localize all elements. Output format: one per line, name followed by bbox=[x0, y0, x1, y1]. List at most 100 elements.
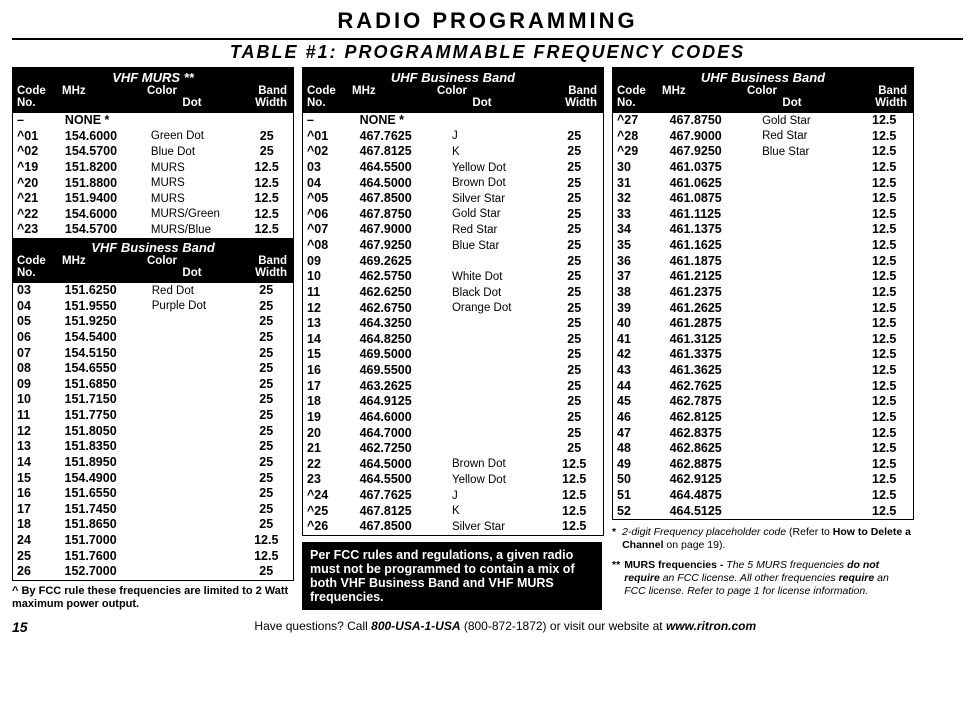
table-row: ^23154.5700MURS/Blue12.5 bbox=[13, 222, 293, 238]
cell-color bbox=[758, 363, 855, 379]
cell-mhz: 467.9250 bbox=[666, 144, 758, 160]
cell-color: MURS/Blue bbox=[147, 222, 241, 238]
cell-color: Yellow Dot bbox=[448, 472, 545, 488]
cell-code: 18 bbox=[303, 394, 356, 410]
cell-bw: 12.5 bbox=[240, 222, 293, 238]
cell-code: ^24 bbox=[303, 488, 356, 504]
hdr-color: Color bbox=[147, 85, 237, 97]
cell-color bbox=[758, 285, 855, 301]
table-row: 18151.865025 bbox=[13, 517, 293, 533]
cell-bw: 25 bbox=[545, 379, 603, 395]
cell-bw: 12.5 bbox=[240, 207, 293, 223]
uhf-bus-table-2: UHF Business Band Code MHz Color Band No… bbox=[612, 67, 914, 520]
cell-mhz: 462.9125 bbox=[666, 472, 758, 488]
cell-code: 50 bbox=[613, 472, 666, 488]
cell-bw: 12.5 bbox=[855, 176, 913, 192]
cell-mhz: 461.1125 bbox=[666, 207, 758, 223]
cell-bw: 25 bbox=[545, 269, 603, 285]
cell-bw: 12.5 bbox=[855, 191, 913, 207]
cell-mhz: 151.7450 bbox=[61, 502, 148, 518]
cell-color bbox=[448, 254, 545, 270]
cell-color bbox=[758, 222, 855, 238]
cell-bw: 25 bbox=[239, 314, 293, 330]
table-row: 03464.5500Yellow Dot25 bbox=[303, 160, 603, 176]
cell-color bbox=[148, 392, 240, 408]
cell-code: ^06 bbox=[303, 207, 356, 223]
cell-color bbox=[758, 207, 855, 223]
cell-mhz: 467.7625 bbox=[356, 129, 448, 145]
cell-mhz: 464.7000 bbox=[356, 426, 448, 442]
table-row: ^24467.7625J12.5 bbox=[303, 488, 603, 504]
cell-mhz: 464.8250 bbox=[356, 332, 448, 348]
cell-code: 23 bbox=[303, 472, 356, 488]
cell-bw: 12.5 bbox=[855, 129, 913, 145]
cell-bw: 12.5 bbox=[855, 363, 913, 379]
table-row: 13151.835025 bbox=[13, 439, 293, 455]
cell-bw: 25 bbox=[545, 176, 603, 192]
cell-bw: 25 bbox=[545, 238, 603, 254]
cell-code: 42 bbox=[613, 347, 666, 363]
cell-code: 48 bbox=[613, 441, 666, 457]
table-row: 30461.037512.5 bbox=[613, 160, 913, 176]
cell-mhz: 461.2125 bbox=[666, 269, 758, 285]
table-row: 37461.212512.5 bbox=[613, 269, 913, 285]
table-row: 08154.655025 bbox=[13, 361, 293, 377]
cell-bw: 25 bbox=[545, 332, 603, 348]
cell-code: 13 bbox=[303, 316, 356, 332]
cell-color bbox=[148, 549, 240, 565]
table-row: 40461.287512.5 bbox=[613, 316, 913, 332]
cell-bw: 25 bbox=[239, 517, 293, 533]
table-row: ^27467.8750Gold Star12.5 bbox=[613, 113, 913, 129]
cell-code: ^23 bbox=[13, 222, 61, 238]
table-row: ^02467.8125K25 bbox=[303, 144, 603, 160]
cell-code: 04 bbox=[303, 176, 356, 192]
table-d-body: ^27467.8750Gold Star12.5^28467.9000Red S… bbox=[613, 113, 913, 519]
cell-code: ^25 bbox=[303, 504, 356, 520]
cell-color: K bbox=[448, 504, 545, 520]
cell-color bbox=[758, 347, 855, 363]
cell-mhz: NONE * bbox=[356, 113, 448, 129]
cell-mhz: 462.8375 bbox=[666, 426, 758, 442]
cell-bw: 25 bbox=[545, 441, 603, 457]
cell-code: ^01 bbox=[303, 129, 356, 145]
table-row: ^25467.8125K12.5 bbox=[303, 504, 603, 520]
table-row: 09469.262525 bbox=[303, 254, 603, 270]
cell-bw: 25 bbox=[239, 471, 293, 487]
cell-color bbox=[758, 457, 855, 473]
cell-code: 05 bbox=[13, 314, 61, 330]
cell-code: 14 bbox=[13, 455, 61, 471]
cell-code: 12 bbox=[303, 301, 356, 317]
cell-mhz: 151.8650 bbox=[61, 517, 148, 533]
cell-color: Blue Star bbox=[448, 238, 545, 254]
cell-code: 14 bbox=[303, 332, 356, 348]
cell-mhz: 462.8875 bbox=[666, 457, 758, 473]
hdr-bw: Band bbox=[237, 85, 289, 97]
cell-code: 11 bbox=[13, 408, 61, 424]
cell-mhz: 467.8750 bbox=[356, 207, 448, 223]
cell-mhz: 464.5000 bbox=[356, 176, 448, 192]
cell-mhz: 462.8125 bbox=[666, 410, 758, 426]
cell-color bbox=[448, 410, 545, 426]
cell-mhz: 461.1375 bbox=[666, 222, 758, 238]
caret-footnote: ^ By FCC rule these frequencies are limi… bbox=[12, 585, 292, 611]
cell-color: Silver Star bbox=[448, 191, 545, 207]
table-row: ^19151.8200MURS12.5 bbox=[13, 160, 293, 176]
cell-code: 31 bbox=[613, 176, 666, 192]
cell-mhz: 151.9550 bbox=[61, 299, 148, 315]
cell-bw: 12.5 bbox=[855, 316, 913, 332]
cell-mhz: 461.1875 bbox=[666, 254, 758, 270]
cell-color bbox=[758, 394, 855, 410]
cell-code: 37 bbox=[613, 269, 666, 285]
right-footnotes: * 2-digit Frequency placeholder code (Re… bbox=[612, 526, 912, 598]
cell-mhz: 467.7625 bbox=[356, 488, 448, 504]
cell-color: Red Dot bbox=[148, 283, 240, 299]
cell-mhz: 154.6550 bbox=[61, 361, 148, 377]
cell-code: ^07 bbox=[303, 222, 356, 238]
hdr-bw2: Width bbox=[237, 97, 289, 109]
cell-code: 26 bbox=[13, 564, 61, 580]
cell-bw: 25 bbox=[239, 392, 293, 408]
cell-code: 35 bbox=[613, 238, 666, 254]
cell-mhz: 467.9000 bbox=[356, 222, 448, 238]
cell-color: Gold Star bbox=[758, 113, 855, 129]
page-number: 15 bbox=[12, 619, 28, 635]
